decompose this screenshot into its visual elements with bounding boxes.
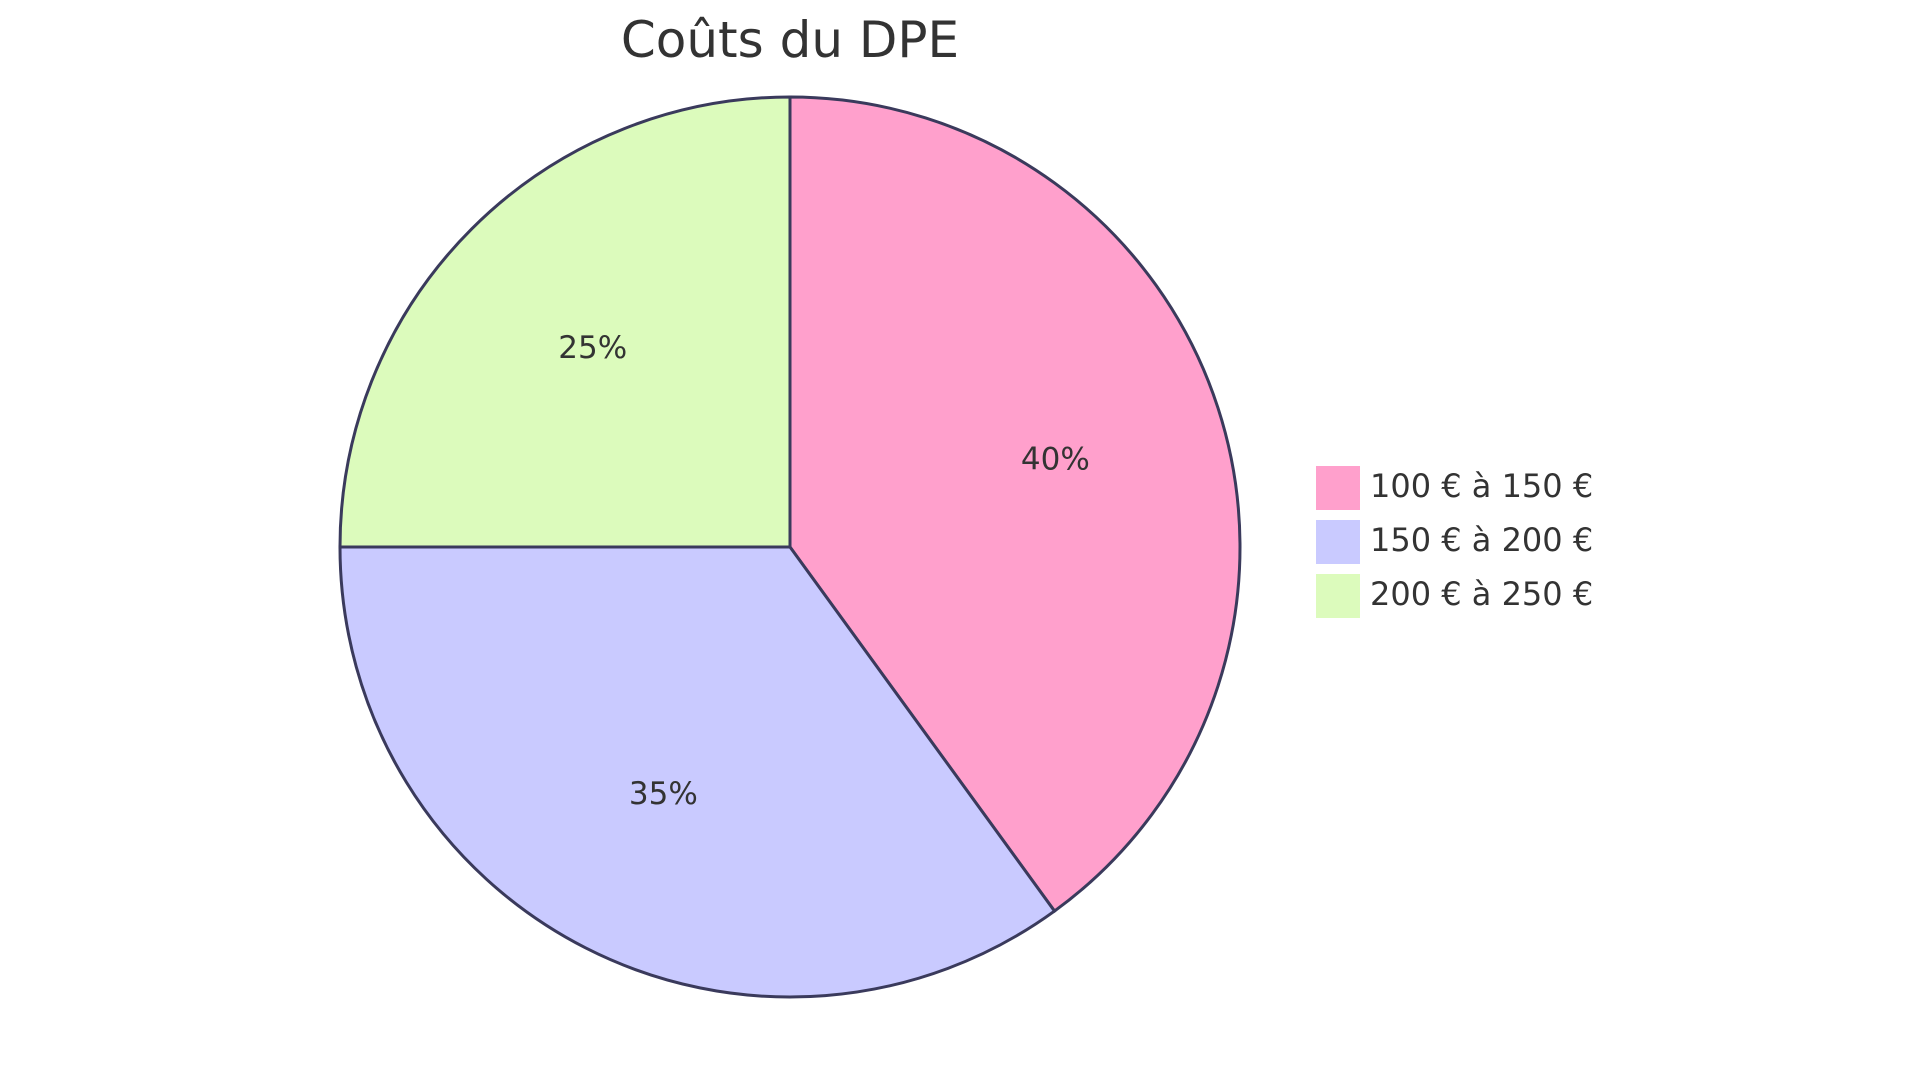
slice-label-3: 25% <box>558 330 627 366</box>
pie-slice-1 <box>788 95 1242 914</box>
pie-slice-2 <box>338 545 1057 999</box>
legend-swatch-2 <box>1316 520 1360 564</box>
slice-labels: 40% 35% 25% <box>558 330 1090 812</box>
pie-slice-3 <box>338 95 792 549</box>
legend-swatch-1 <box>1316 466 1360 510</box>
legend-label-1: 100 € à 150 € <box>1370 467 1593 505</box>
legend: 100 € à 150 € 150 € à 200 € 200 € à 250 € <box>1316 466 1593 618</box>
chart-title: Coûts du DPE <box>621 11 959 69</box>
slice-label-1: 40% <box>1021 441 1090 477</box>
legend-label-2: 150 € à 200 € <box>1370 521 1593 559</box>
slice-label-2: 35% <box>629 776 698 812</box>
legend-swatch-3 <box>1316 574 1360 618</box>
legend-label-3: 200 € à 250 € <box>1370 575 1593 613</box>
pie-slices <box>338 95 1242 999</box>
